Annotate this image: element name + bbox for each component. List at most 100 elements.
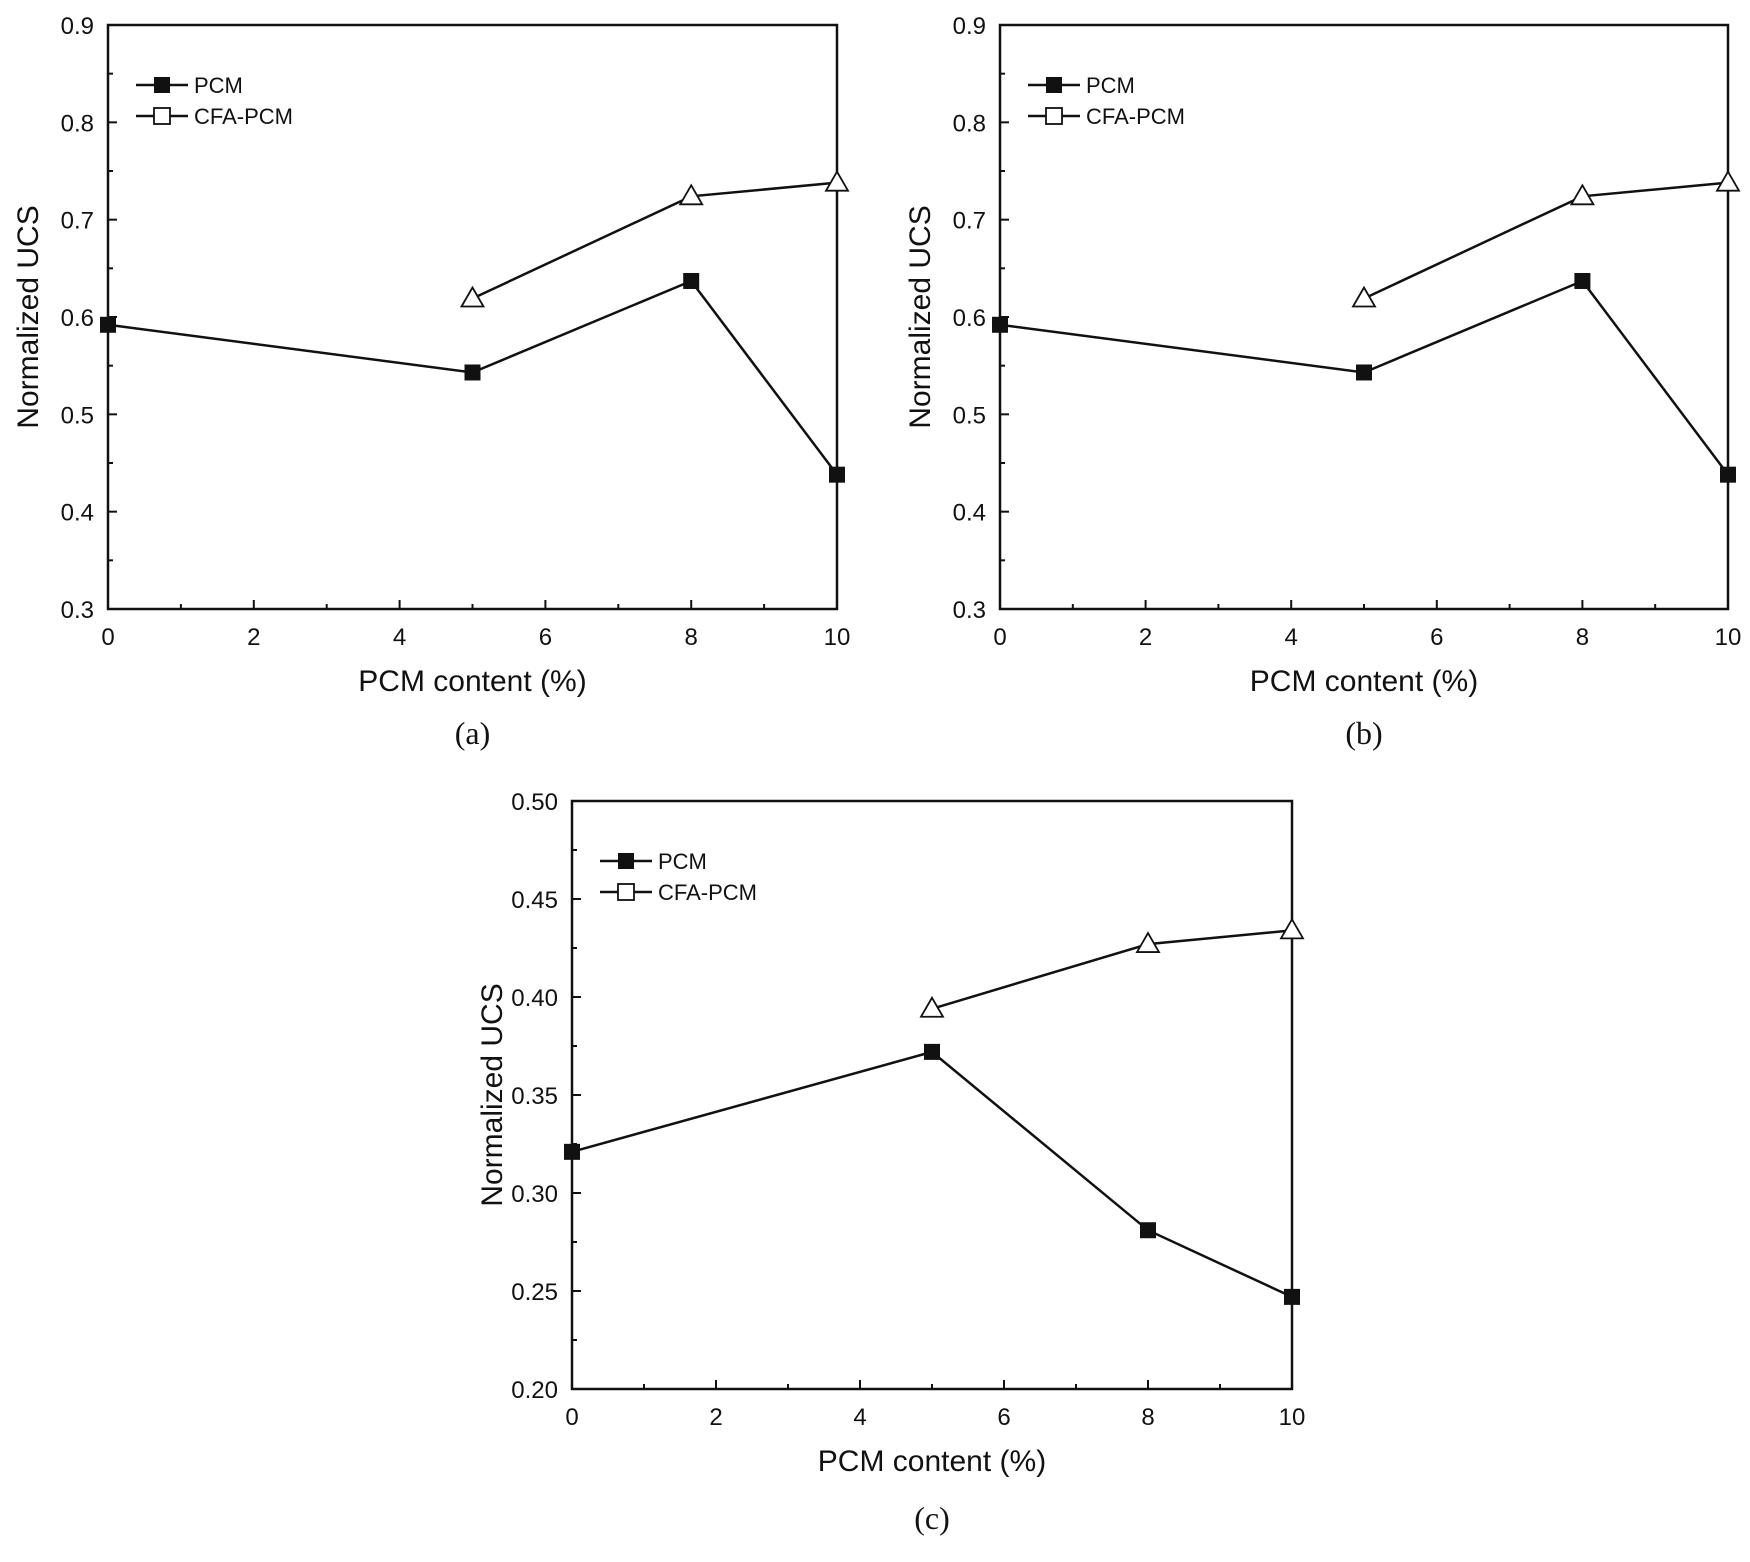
y-axis-label: Normalized UCS <box>904 205 937 428</box>
data-point-triangle <box>1351 285 1377 308</box>
x-tick-label: 6 <box>997 1404 1010 1431</box>
x-axis-label: PCM content (%) <box>358 665 586 698</box>
y-tick-label: 0.8 <box>953 110 986 137</box>
data-point-triangle <box>1715 169 1741 192</box>
data-point-triangle <box>1569 183 1595 206</box>
data-point-square <box>992 316 1008 333</box>
y-tick-label: 0.8 <box>61 110 94 137</box>
series-line <box>931 929 1293 1010</box>
data-point-square <box>100 316 116 333</box>
x-tick-label: 6 <box>539 624 552 651</box>
panel-label: (b) <box>1345 715 1382 751</box>
y-tick-label: 0.40 <box>511 985 558 1012</box>
legend-label: CFA-PCM <box>1086 104 1185 129</box>
y-axis-label: Normalized UCS <box>476 983 509 1206</box>
x-axis-label: PCM content (%) <box>818 1445 1046 1478</box>
legend-entry: PCM <box>1028 73 1135 98</box>
series-line <box>999 279 1729 476</box>
series-pcm <box>992 272 1736 483</box>
legend-square-icon <box>154 77 170 93</box>
series-pcm <box>564 1043 1300 1305</box>
legend-label: CFA-PCM <box>194 104 293 129</box>
x-tick-label: 10 <box>1279 1404 1306 1431</box>
chart-panel-b: 0 2 4 6 8 10 0.3 0.4 0.5 0.6 0.7 0.8 0.9 PCM content … <box>904 13 1741 751</box>
y-tick-label: 0.20 <box>511 1377 558 1404</box>
y-tick-label: 0.6 <box>61 305 94 332</box>
chart-panel-a: 0 2 4 6 8 10 0.3 0.4 0.5 0.6 0.7 0.8 0.9 PCM content … <box>12 13 850 751</box>
y-tick-label: 0.9 <box>953 13 986 40</box>
y-tick-label: 0.25 <box>511 1279 558 1306</box>
series-line <box>471 181 838 300</box>
y-tick-label: 0.50 <box>511 789 558 816</box>
x-tick-label: 10 <box>824 624 851 651</box>
x-tick-label: 2 <box>709 1404 722 1431</box>
legend-entry: CFA-PCM <box>600 880 757 905</box>
y-tick-label: 0.4 <box>953 500 986 527</box>
x-tick-label: 8 <box>1141 1404 1154 1431</box>
y-tick-label: 0.7 <box>61 208 94 235</box>
legend-square-icon <box>1046 77 1062 93</box>
series-cfa-pcm <box>459 169 850 308</box>
y-tick-label: 0.3 <box>61 597 94 624</box>
data-point-triangle <box>1279 917 1305 940</box>
legend-open-square-icon <box>617 883 635 901</box>
legend-entry: CFA-PCM <box>136 104 293 129</box>
series-line <box>1363 181 1729 300</box>
y-tick-label: 0.4 <box>61 500 94 527</box>
series-line <box>107 279 838 476</box>
legend-label: CFA-PCM <box>658 880 757 905</box>
data-point-triangle <box>824 169 850 192</box>
y-tick-label: 0.9 <box>61 13 94 40</box>
series-cfa-pcm <box>1351 169 1741 308</box>
chart-panel-c: 0 2 4 6 8 10 0.20 0.25 0.30 0.35 0.40 0.45 0.50 PCM c… <box>476 789 1305 1536</box>
data-point-square <box>1574 272 1591 289</box>
x-tick-label: 2 <box>247 624 260 651</box>
data-point-square <box>1140 1222 1156 1239</box>
x-tick-label: 8 <box>685 624 698 651</box>
data-point-triangle <box>1135 931 1161 953</box>
data-point-square <box>924 1043 940 1060</box>
y-tick-label: 0.35 <box>511 1083 558 1110</box>
data-point-square <box>464 364 481 381</box>
legend-entry: PCM <box>600 849 707 874</box>
data-point-square <box>1284 1288 1300 1305</box>
y-axis-label: Normalized UCS <box>12 205 45 428</box>
x-tick-label: 2 <box>1139 624 1152 651</box>
series-cfa-pcm <box>919 917 1305 1018</box>
data-point-square <box>683 272 700 289</box>
legend-label: PCM <box>194 73 243 98</box>
x-tick-label: 8 <box>1576 624 1589 651</box>
data-point-square <box>1720 466 1736 483</box>
x-axis-label: PCM content (%) <box>1250 665 1478 698</box>
data-point-square <box>564 1143 580 1160</box>
data-point-triangle <box>459 285 486 308</box>
y-tick-label: 0.3 <box>953 597 986 624</box>
x-tick-label: 4 <box>393 624 406 651</box>
panel-label: (a) <box>455 715 491 751</box>
y-tick-label: 0.5 <box>953 402 986 429</box>
data-point-triangle <box>919 995 945 1018</box>
y-tick-label: 0.6 <box>953 305 986 332</box>
x-tick-label: 4 <box>1285 624 1298 651</box>
data-point-triangle <box>678 183 704 206</box>
series-line <box>571 1050 1293 1299</box>
legend-label: PCM <box>658 849 707 874</box>
series-pcm <box>100 272 845 483</box>
y-tick-label: 0.5 <box>61 402 94 429</box>
x-tick-label: 0 <box>565 1404 578 1431</box>
x-tick-label: 6 <box>1430 624 1443 651</box>
x-tick-label: 0 <box>101 624 114 651</box>
x-tick-label: 0 <box>993 624 1006 651</box>
panel-label: (c) <box>914 1500 950 1536</box>
legend-label: PCM <box>1086 73 1135 98</box>
y-tick-label: 0.45 <box>511 887 558 914</box>
x-tick-label: 10 <box>1715 624 1742 651</box>
legend-entry: PCM <box>136 73 243 98</box>
data-point-square <box>829 466 845 483</box>
legend-square-icon <box>618 853 634 869</box>
x-tick-label: 4 <box>853 1404 866 1431</box>
y-tick-label: 0.30 <box>511 1181 558 1208</box>
legend-open-square-icon <box>153 107 171 125</box>
y-tick-label: 0.7 <box>953 208 986 235</box>
